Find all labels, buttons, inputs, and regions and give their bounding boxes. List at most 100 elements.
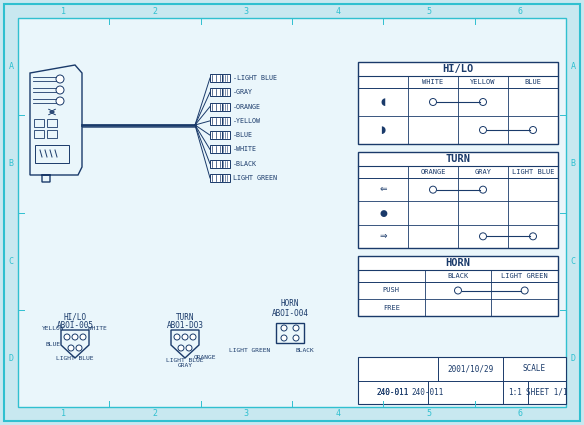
- Text: TURN: TURN: [176, 313, 194, 322]
- Bar: [210, 174, 222, 182]
- Circle shape: [80, 334, 86, 340]
- Bar: [47, 130, 57, 138]
- Text: LIGHT GREEN: LIGHT GREEN: [233, 175, 277, 181]
- Circle shape: [530, 127, 537, 133]
- Bar: [358, 152, 558, 248]
- Circle shape: [530, 233, 537, 240]
- Text: BLACK: BLACK: [447, 273, 468, 279]
- Text: -BLACK: -BLACK: [233, 161, 257, 167]
- Text: GRAY: GRAY: [474, 169, 492, 175]
- Text: C: C: [9, 257, 13, 266]
- Bar: [276, 323, 304, 343]
- Text: -GRAY: -GRAY: [233, 89, 253, 95]
- Text: BLUE: BLUE: [524, 79, 541, 85]
- Polygon shape: [61, 330, 89, 358]
- Text: A: A: [9, 62, 13, 71]
- Polygon shape: [30, 65, 82, 182]
- Circle shape: [479, 99, 486, 105]
- Text: SHEET 1/1: SHEET 1/1: [526, 388, 568, 397]
- Text: TURN: TURN: [446, 154, 471, 164]
- Text: D: D: [571, 354, 575, 363]
- Bar: [222, 145, 230, 153]
- Bar: [358, 256, 558, 316]
- Bar: [210, 102, 222, 110]
- Text: 1:1: 1:1: [509, 388, 523, 397]
- Text: 5: 5: [426, 410, 432, 419]
- Bar: [222, 174, 230, 182]
- Text: 6: 6: [518, 6, 523, 15]
- Text: 240-011: 240-011: [377, 388, 409, 397]
- Circle shape: [429, 99, 436, 105]
- Circle shape: [479, 233, 486, 240]
- Text: 3: 3: [244, 410, 249, 419]
- Text: -BLUE: -BLUE: [233, 132, 253, 138]
- Text: PUSH: PUSH: [383, 287, 400, 294]
- Text: LIGHT GREEN: LIGHT GREEN: [229, 348, 270, 353]
- Bar: [222, 160, 230, 168]
- Bar: [34, 130, 44, 138]
- Text: ABO1-DO3: ABO1-DO3: [166, 321, 203, 330]
- Polygon shape: [171, 330, 199, 358]
- Circle shape: [521, 287, 528, 294]
- Text: C: C: [571, 257, 575, 266]
- Circle shape: [281, 325, 287, 331]
- Text: WHITE: WHITE: [88, 326, 106, 331]
- Text: -YELLOW: -YELLOW: [233, 118, 261, 124]
- Text: ◗: ◗: [380, 125, 385, 135]
- Circle shape: [174, 334, 180, 340]
- Text: ●: ●: [379, 209, 387, 218]
- Text: 2: 2: [152, 6, 158, 15]
- Text: 240-011: 240-011: [412, 388, 444, 397]
- Circle shape: [56, 75, 64, 83]
- Bar: [222, 74, 230, 82]
- Bar: [222, 131, 230, 139]
- Text: D: D: [9, 354, 13, 363]
- Text: LIGHT GREEN: LIGHT GREEN: [501, 273, 548, 279]
- Circle shape: [190, 334, 196, 340]
- Text: -LIGHT BLUE: -LIGHT BLUE: [233, 75, 277, 81]
- Text: 240-011: 240-011: [377, 388, 409, 397]
- Text: ABOI-005: ABOI-005: [57, 321, 93, 330]
- Circle shape: [281, 335, 287, 341]
- Bar: [35, 145, 69, 163]
- Text: WHITE: WHITE: [422, 79, 444, 85]
- Bar: [222, 88, 230, 96]
- Text: 2: 2: [152, 410, 158, 419]
- Text: FREE: FREE: [383, 304, 400, 311]
- Text: 1: 1: [61, 410, 66, 419]
- Text: -ORANGE: -ORANGE: [233, 104, 261, 110]
- Bar: [358, 62, 558, 144]
- Circle shape: [76, 345, 82, 351]
- Text: HORN
ABOI-O04: HORN ABOI-O04: [272, 299, 308, 318]
- Text: LIGHT BLUE: LIGHT BLUE: [512, 169, 554, 175]
- Circle shape: [454, 287, 461, 294]
- Text: HI/LO: HI/LO: [64, 313, 86, 322]
- Text: 3: 3: [244, 6, 249, 15]
- Text: SCALE: SCALE: [523, 364, 546, 373]
- Circle shape: [186, 345, 192, 351]
- Text: ORANGE: ORANGE: [194, 355, 216, 360]
- Text: YELLOW: YELLOW: [41, 326, 64, 331]
- Circle shape: [479, 127, 486, 133]
- Text: A: A: [571, 62, 575, 71]
- Text: ORANGE: ORANGE: [420, 169, 446, 175]
- Bar: [222, 117, 230, 125]
- Text: 1: 1: [61, 6, 66, 15]
- Bar: [358, 357, 566, 404]
- Bar: [210, 117, 222, 125]
- Text: BLACK: BLACK: [295, 348, 314, 353]
- Bar: [34, 119, 44, 127]
- Text: 4: 4: [335, 410, 340, 419]
- Text: 5: 5: [426, 6, 432, 15]
- Bar: [222, 102, 230, 110]
- Bar: [210, 74, 222, 82]
- Text: LIGHT BLUE: LIGHT BLUE: [166, 358, 204, 363]
- Text: BLUE: BLUE: [46, 342, 61, 346]
- Circle shape: [178, 345, 184, 351]
- Bar: [210, 88, 222, 96]
- Text: LIGHT BLUE: LIGHT BLUE: [56, 355, 94, 360]
- Circle shape: [68, 345, 74, 351]
- Circle shape: [429, 186, 436, 193]
- Circle shape: [56, 86, 64, 94]
- Text: ⇐: ⇐: [379, 185, 387, 194]
